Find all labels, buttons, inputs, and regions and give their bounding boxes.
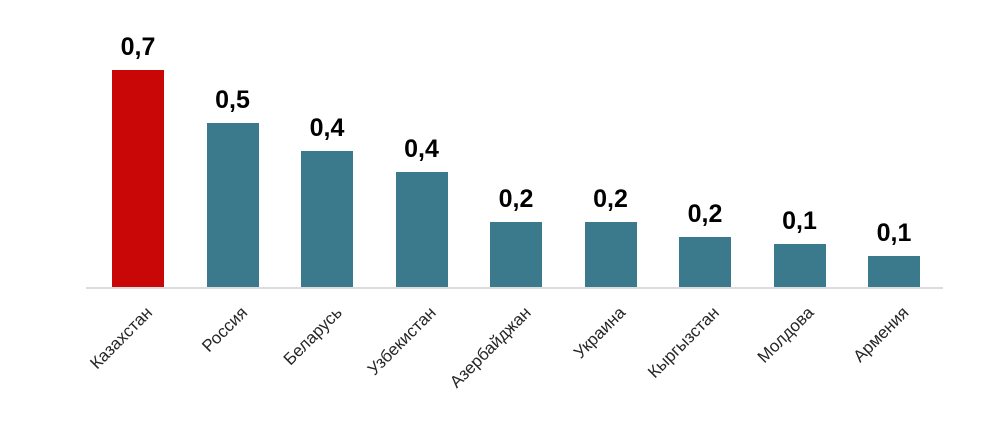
- x-axis-line: [86, 287, 943, 289]
- bar-value-label: 0,2: [498, 185, 534, 213]
- category-label: Армения: [849, 303, 913, 366]
- bar-value-label: 0,4: [309, 114, 345, 142]
- bar: [773, 244, 826, 287]
- bar: [490, 222, 542, 287]
- bar-value-label: 0,1: [876, 219, 912, 247]
- bar-value-label: 0,5: [215, 86, 250, 114]
- bar-value-label: 0,2: [687, 200, 723, 228]
- bar: [395, 172, 448, 287]
- bar-value-label: 0,4: [404, 135, 439, 163]
- bar-value-label: 0,2: [593, 185, 628, 213]
- category-label: Беларусь: [279, 303, 346, 370]
- category-label: Украина: [569, 303, 629, 363]
- category-label: Казахстан: [86, 303, 157, 373]
- bar: [584, 222, 637, 287]
- category-label: Кыргызстан: [644, 303, 724, 382]
- bar: [301, 151, 353, 287]
- category-label: Азербайджан: [445, 303, 535, 392]
- bar: [679, 237, 731, 287]
- bar-value-label: 0,1: [782, 207, 817, 235]
- bar-highlighted: [112, 70, 164, 287]
- bar: [206, 123, 259, 287]
- category-label: Молдова: [754, 303, 818, 367]
- bar-value-label: 0,7: [120, 33, 156, 61]
- bar: [868, 256, 920, 287]
- category-label: Россия: [198, 303, 251, 356]
- category-label: Узбекистан: [364, 303, 440, 379]
